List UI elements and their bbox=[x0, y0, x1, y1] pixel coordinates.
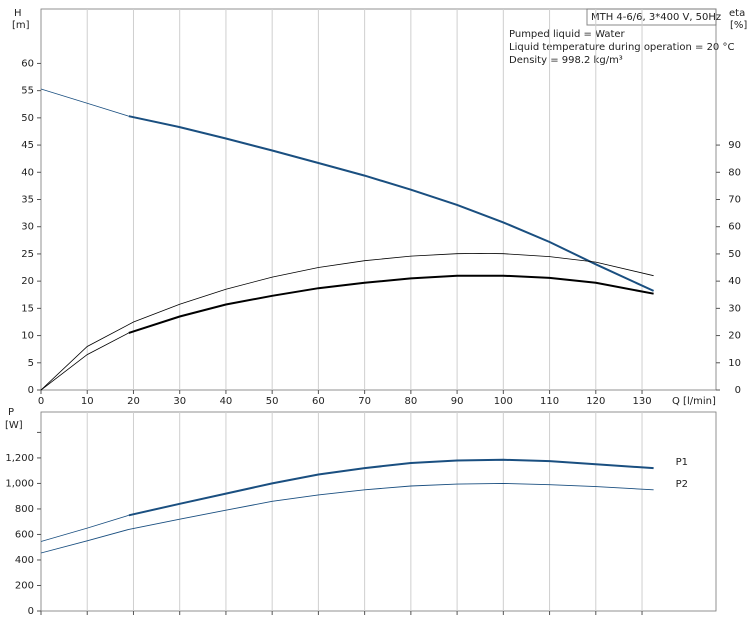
x-tick-label: 100 bbox=[494, 396, 513, 407]
curve bbox=[128, 274, 654, 334]
y2-tick-label: 70 bbox=[728, 195, 741, 206]
x-axis-label: Q [l/min] bbox=[672, 396, 716, 407]
y-tick-label: 40 bbox=[21, 167, 34, 178]
y-axis-label: H bbox=[14, 8, 22, 19]
x-tick-label: 130 bbox=[632, 396, 651, 407]
y-tick-label: 1,000 bbox=[5, 478, 34, 489]
y-axis-unit: [W] bbox=[5, 420, 23, 431]
y-tick-label: 20 bbox=[21, 276, 34, 287]
y-tick-label: 15 bbox=[21, 303, 34, 314]
curve bbox=[128, 458, 654, 517]
y-tick-label: 400 bbox=[15, 555, 34, 566]
y-tick-label: 25 bbox=[21, 249, 34, 260]
y2-axis-unit: [%] bbox=[730, 20, 747, 31]
annotation: Density = 998.2 kg/m³ bbox=[509, 55, 623, 66]
curve bbox=[40, 482, 654, 554]
y-tick-label: 200 bbox=[15, 580, 34, 591]
curve bbox=[40, 514, 129, 542]
curve bbox=[40, 252, 654, 391]
y-tick-label: 35 bbox=[21, 195, 34, 206]
x-tick-label: 60 bbox=[312, 396, 325, 407]
x-tick-label: 120 bbox=[586, 396, 605, 407]
plot-area bbox=[40, 8, 717, 391]
x-tick-label: 90 bbox=[451, 396, 464, 407]
y2-tick-label: 80 bbox=[728, 167, 741, 178]
y-tick-label: 0 bbox=[28, 606, 34, 617]
curve bbox=[40, 332, 129, 391]
y-axis-unit: [m] bbox=[12, 20, 30, 31]
x-tick-label: 40 bbox=[220, 396, 233, 407]
y-tick-label: 60 bbox=[21, 58, 34, 69]
y-tick-label: 50 bbox=[21, 113, 34, 124]
y2-axis-label: eta bbox=[729, 8, 745, 19]
y-tick-label: 600 bbox=[15, 529, 34, 540]
chart-title: MTH 4-6/6, 3*400 V, 50Hz bbox=[591, 12, 721, 23]
y2-tick-label: 30 bbox=[728, 303, 741, 314]
x-tick-label: 0 bbox=[38, 396, 44, 407]
y-tick-label: 0 bbox=[28, 385, 34, 396]
y-axis-label: P bbox=[8, 407, 14, 418]
y2-tick-label: 10 bbox=[728, 358, 741, 369]
curve bbox=[40, 88, 129, 117]
y-tick-label: 45 bbox=[21, 140, 34, 151]
plot-area bbox=[40, 411, 717, 612]
annotation: Pumped liquid = Water bbox=[509, 29, 626, 40]
x-tick-label: 30 bbox=[173, 396, 186, 407]
y2-tick-label: 40 bbox=[728, 276, 741, 287]
annotation: Liquid temperature during operation = 20… bbox=[509, 42, 734, 53]
y-tick-label: 30 bbox=[21, 222, 34, 233]
y-tick-label: 10 bbox=[21, 331, 34, 342]
x-tick-label: 110 bbox=[540, 396, 559, 407]
y-tick-label: 1,200 bbox=[5, 453, 34, 464]
x-tick-label: 70 bbox=[358, 396, 371, 407]
y2-tick-label: 0 bbox=[735, 385, 741, 396]
x-tick-label: 50 bbox=[266, 396, 279, 407]
x-tick-label: 20 bbox=[127, 396, 140, 407]
series-label: P2 bbox=[676, 479, 688, 490]
x-tick-label: 10 bbox=[81, 396, 94, 407]
y2-tick-label: 90 bbox=[728, 140, 741, 151]
y2-tick-label: 60 bbox=[728, 222, 741, 233]
y2-tick-label: 50 bbox=[728, 249, 741, 260]
x-tick-label: 80 bbox=[404, 396, 417, 407]
series-label: P1 bbox=[676, 457, 688, 468]
y-tick-label: 800 bbox=[15, 504, 34, 515]
y-tick-label: 55 bbox=[21, 86, 34, 97]
curve bbox=[128, 115, 655, 292]
y2-tick-label: 20 bbox=[728, 331, 741, 342]
y-tick-label: 5 bbox=[28, 358, 34, 369]
